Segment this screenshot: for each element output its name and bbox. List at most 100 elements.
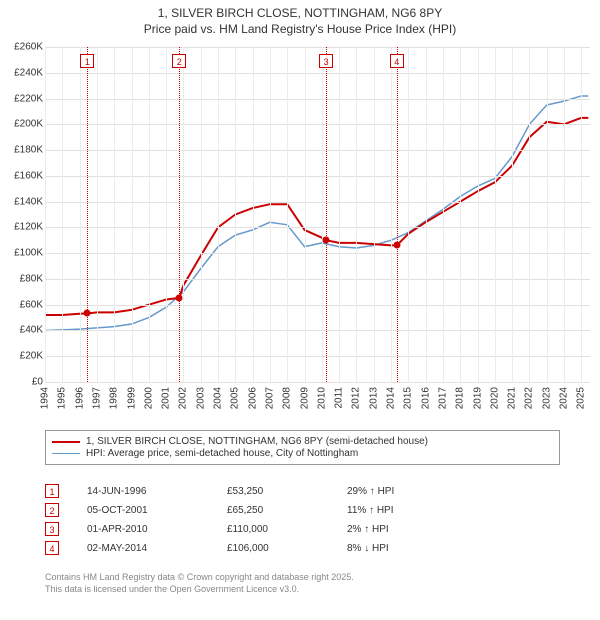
legend-row: 1, SILVER BIRCH CLOSE, NOTTINGHAM, NG6 8… bbox=[52, 436, 553, 447]
y-axis-label: £100K bbox=[5, 248, 43, 259]
gridline-h bbox=[45, 176, 590, 177]
title-line-2: Price paid vs. HM Land Registry's House … bbox=[0, 22, 600, 38]
gridline-v bbox=[408, 47, 409, 382]
table-price: £53,250 bbox=[227, 486, 347, 497]
gridline-v bbox=[62, 47, 63, 382]
legend-label: HPI: Average price, semi-detached house,… bbox=[86, 448, 358, 459]
y-axis-label: £220K bbox=[5, 93, 43, 104]
table-price: £110,000 bbox=[227, 524, 347, 535]
gridline-v bbox=[339, 47, 340, 382]
x-axis-label: 2023 bbox=[541, 387, 552, 409]
gridline-v bbox=[132, 47, 133, 382]
title-block: 1, SILVER BIRCH CLOSE, NOTTINGHAM, NG6 8… bbox=[0, 0, 600, 39]
x-axis-label: 2002 bbox=[178, 387, 189, 409]
gridline-v bbox=[166, 47, 167, 382]
y-axis-label: £20K bbox=[5, 351, 43, 362]
y-axis-label: £240K bbox=[5, 67, 43, 78]
title-line-1: 1, SILVER BIRCH CLOSE, NOTTINGHAM, NG6 8… bbox=[0, 6, 600, 22]
sale-marker bbox=[84, 310, 91, 317]
legend-row: HPI: Average price, semi-detached house,… bbox=[52, 448, 553, 459]
event-marker-box: 2 bbox=[172, 54, 186, 68]
gridline-v bbox=[581, 47, 582, 382]
y-axis-label: £260K bbox=[5, 42, 43, 53]
gridline-v bbox=[235, 47, 236, 382]
y-axis-label: £200K bbox=[5, 119, 43, 130]
gridline-v bbox=[443, 47, 444, 382]
x-axis-label: 2021 bbox=[507, 387, 518, 409]
legend-label: 1, SILVER BIRCH CLOSE, NOTTINGHAM, NG6 8… bbox=[86, 436, 428, 447]
series-hpi bbox=[45, 96, 588, 331]
legend: 1, SILVER BIRCH CLOSE, NOTTINGHAM, NG6 8… bbox=[45, 430, 560, 465]
event-marker-box: 3 bbox=[319, 54, 333, 68]
gridline-h bbox=[45, 73, 590, 74]
gridline-v bbox=[391, 47, 392, 382]
x-axis-label: 1998 bbox=[109, 387, 120, 409]
x-axis-label: 1996 bbox=[74, 387, 85, 409]
gridline-h bbox=[45, 99, 590, 100]
event-line bbox=[87, 47, 88, 382]
gridline-h bbox=[45, 150, 590, 151]
gridline-v bbox=[45, 47, 46, 382]
table-row: 114-JUN-1996£53,25029% ↑ HPI bbox=[45, 483, 560, 499]
x-axis-label: 2024 bbox=[559, 387, 570, 409]
x-axis-label: 2005 bbox=[230, 387, 241, 409]
event-line bbox=[397, 47, 398, 382]
gridline-v bbox=[495, 47, 496, 382]
gridline-h bbox=[45, 227, 590, 228]
x-axis-label: 2010 bbox=[316, 387, 327, 409]
x-axis-label: 2018 bbox=[455, 387, 466, 409]
x-axis-label: 2022 bbox=[524, 387, 535, 409]
chart-svg bbox=[45, 47, 590, 382]
x-axis-label: 2011 bbox=[334, 387, 345, 409]
y-axis-label: £0 bbox=[5, 377, 43, 388]
gridline-h bbox=[45, 382, 590, 383]
table-diff: 11% ↑ HPI bbox=[347, 505, 467, 516]
y-axis-label: £160K bbox=[5, 170, 43, 181]
gridline-v bbox=[322, 47, 323, 382]
gridline-v bbox=[183, 47, 184, 382]
gridline-v bbox=[564, 47, 565, 382]
event-line bbox=[326, 47, 327, 382]
table-row-index: 1 bbox=[45, 484, 59, 498]
y-axis-label: £140K bbox=[5, 196, 43, 207]
x-axis-label: 2001 bbox=[161, 387, 172, 409]
gridline-h bbox=[45, 124, 590, 125]
x-axis-label: 2000 bbox=[143, 387, 154, 409]
gridline-h bbox=[45, 279, 590, 280]
gridline-v bbox=[460, 47, 461, 382]
gridline-v bbox=[201, 47, 202, 382]
y-axis-label: £120K bbox=[5, 222, 43, 233]
x-axis-label: 2012 bbox=[351, 387, 362, 409]
x-axis-label: 2007 bbox=[264, 387, 275, 409]
x-axis-label: 1995 bbox=[57, 387, 68, 409]
gridline-v bbox=[529, 47, 530, 382]
table-row-index: 2 bbox=[45, 503, 59, 517]
gridline-h bbox=[45, 305, 590, 306]
gridline-v bbox=[478, 47, 479, 382]
event-line bbox=[179, 47, 180, 382]
table-row-index: 3 bbox=[45, 522, 59, 536]
table-diff: 2% ↑ HPI bbox=[347, 524, 467, 535]
x-axis-label: 2006 bbox=[247, 387, 258, 409]
table-diff: 29% ↑ HPI bbox=[347, 486, 467, 497]
gridline-h bbox=[45, 202, 590, 203]
gridline-v bbox=[80, 47, 81, 382]
sales-table: 114-JUN-1996£53,25029% ↑ HPI205-OCT-2001… bbox=[45, 480, 560, 559]
attribution-line-1: Contains HM Land Registry data © Crown c… bbox=[45, 572, 565, 584]
x-axis-label: 1994 bbox=[40, 387, 51, 409]
gridline-v bbox=[287, 47, 288, 382]
gridline-v bbox=[305, 47, 306, 382]
table-diff: 8% ↓ HPI bbox=[347, 543, 467, 554]
legend-swatch bbox=[52, 441, 80, 443]
x-axis-label: 2004 bbox=[213, 387, 224, 409]
y-axis-label: £60K bbox=[5, 299, 43, 310]
gridline-v bbox=[149, 47, 150, 382]
gridline-v bbox=[218, 47, 219, 382]
gridline-v bbox=[97, 47, 98, 382]
chart-area: £0£20K£40K£60K£80K£100K£120K£140K£160K£1… bbox=[5, 42, 595, 422]
sale-marker bbox=[393, 242, 400, 249]
gridline-v bbox=[547, 47, 548, 382]
gridline-h bbox=[45, 356, 590, 357]
x-axis-label: 2025 bbox=[576, 387, 587, 409]
gridline-v bbox=[374, 47, 375, 382]
